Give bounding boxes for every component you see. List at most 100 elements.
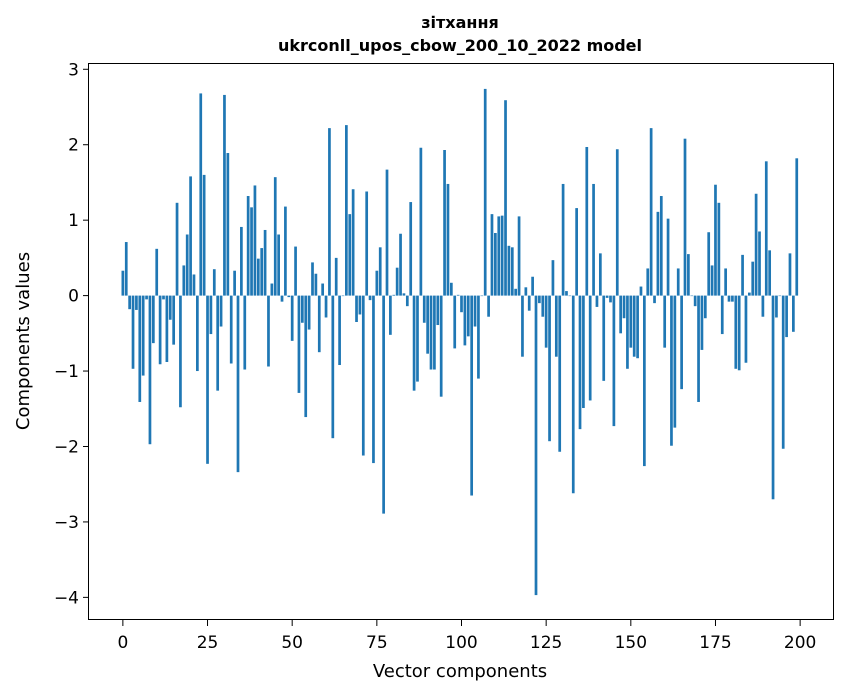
x-tick-label: 50 [281,633,303,653]
bar-198 [792,295,795,332]
bar-99 [456,294,460,296]
bar-126 [548,295,551,442]
bar-162 [670,295,673,446]
bar-74 [372,295,375,464]
bar-186 [751,261,755,296]
bar-7 [145,295,148,300]
bar-31 [226,153,230,296]
bar-97 [449,282,453,296]
bar-58 [317,295,321,353]
bar-52 [297,295,301,393]
bar-8 [148,295,152,445]
bar-110 [494,232,497,296]
bar-161 [666,218,670,296]
bar-134 [575,208,578,296]
bar-59 [321,283,325,296]
bar-148 [622,295,626,319]
bar-20 [189,176,192,296]
bar-series [121,88,799,596]
bar-89 [422,295,426,323]
bar-189 [761,295,765,317]
bar-190 [764,161,768,296]
y-tick-label: 1 [68,211,79,231]
bar-0 [121,270,125,296]
bar-24 [202,174,206,296]
x-tick-label: 150 [615,633,647,653]
bar-115 [510,247,514,296]
bar-3 [131,295,135,369]
bar-169 [693,295,697,307]
bar-42 [263,229,267,296]
bar-128 [554,295,558,357]
bar-113 [504,100,507,296]
bar-45 [273,177,277,296]
bar-136 [582,295,585,409]
bar-151 [632,295,636,357]
bar-11 [158,295,162,365]
bar-183 [741,254,744,296]
bar-145 [612,295,616,427]
bar-179 [727,295,731,302]
bar-27 [212,269,216,296]
bar-103 [470,295,474,496]
bar-84 [405,295,409,307]
bar-86 [412,295,416,391]
bar-83 [402,293,406,296]
bar-5 [138,295,142,402]
bar-187 [754,193,758,296]
bar-15 [172,295,176,345]
bar-46 [277,234,280,296]
bar-177 [720,295,724,335]
bar-176 [717,202,721,296]
bar-112 [500,215,504,296]
plot-frame [88,63,834,620]
bar-170 [697,295,700,402]
bar-114 [507,245,511,296]
bar-63 [334,257,338,296]
bar-140 [595,295,599,307]
bar-165 [680,295,683,390]
bar-55 [307,295,311,330]
bar-9 [151,295,155,344]
bar-132 [568,295,572,297]
bar-4 [135,295,138,310]
bar-164 [676,268,680,296]
bar-167 [687,254,690,296]
bar-94 [439,295,443,397]
bar-92 [433,295,436,370]
bar-131 [565,291,568,296]
bar-191 [768,250,772,296]
bar-35 [240,226,243,296]
bar-68 [351,189,355,296]
bar-160 [663,295,667,348]
bar-174 [710,265,714,296]
bar-12 [162,295,165,300]
bar-44 [270,283,274,296]
bar-117 [517,216,521,296]
x-tick-label: 125 [530,633,562,653]
bar-106 [480,295,484,297]
bar-51 [294,246,297,296]
bar-119 [524,287,528,296]
y-tick-label: −2 [54,437,79,457]
bar-17 [179,295,182,408]
bar-101 [463,295,467,346]
bar-49 [287,295,291,298]
x-tick-label: 25 [197,633,219,653]
y-tick-label: −1 [54,362,79,382]
bar-111 [497,216,501,296]
bar-178 [724,268,727,296]
y-tick-label: 0 [68,287,79,307]
bar-118 [521,295,524,357]
bar-57 [314,273,318,296]
bar-139 [592,183,595,296]
bar-22 [196,295,199,372]
bar-175 [714,184,717,296]
y-tick-label: 3 [68,60,79,80]
bar-197 [788,253,792,296]
bar-195 [781,295,785,449]
bar-21 [192,274,196,296]
bar-172 [703,295,707,319]
bar-199 [795,158,799,296]
